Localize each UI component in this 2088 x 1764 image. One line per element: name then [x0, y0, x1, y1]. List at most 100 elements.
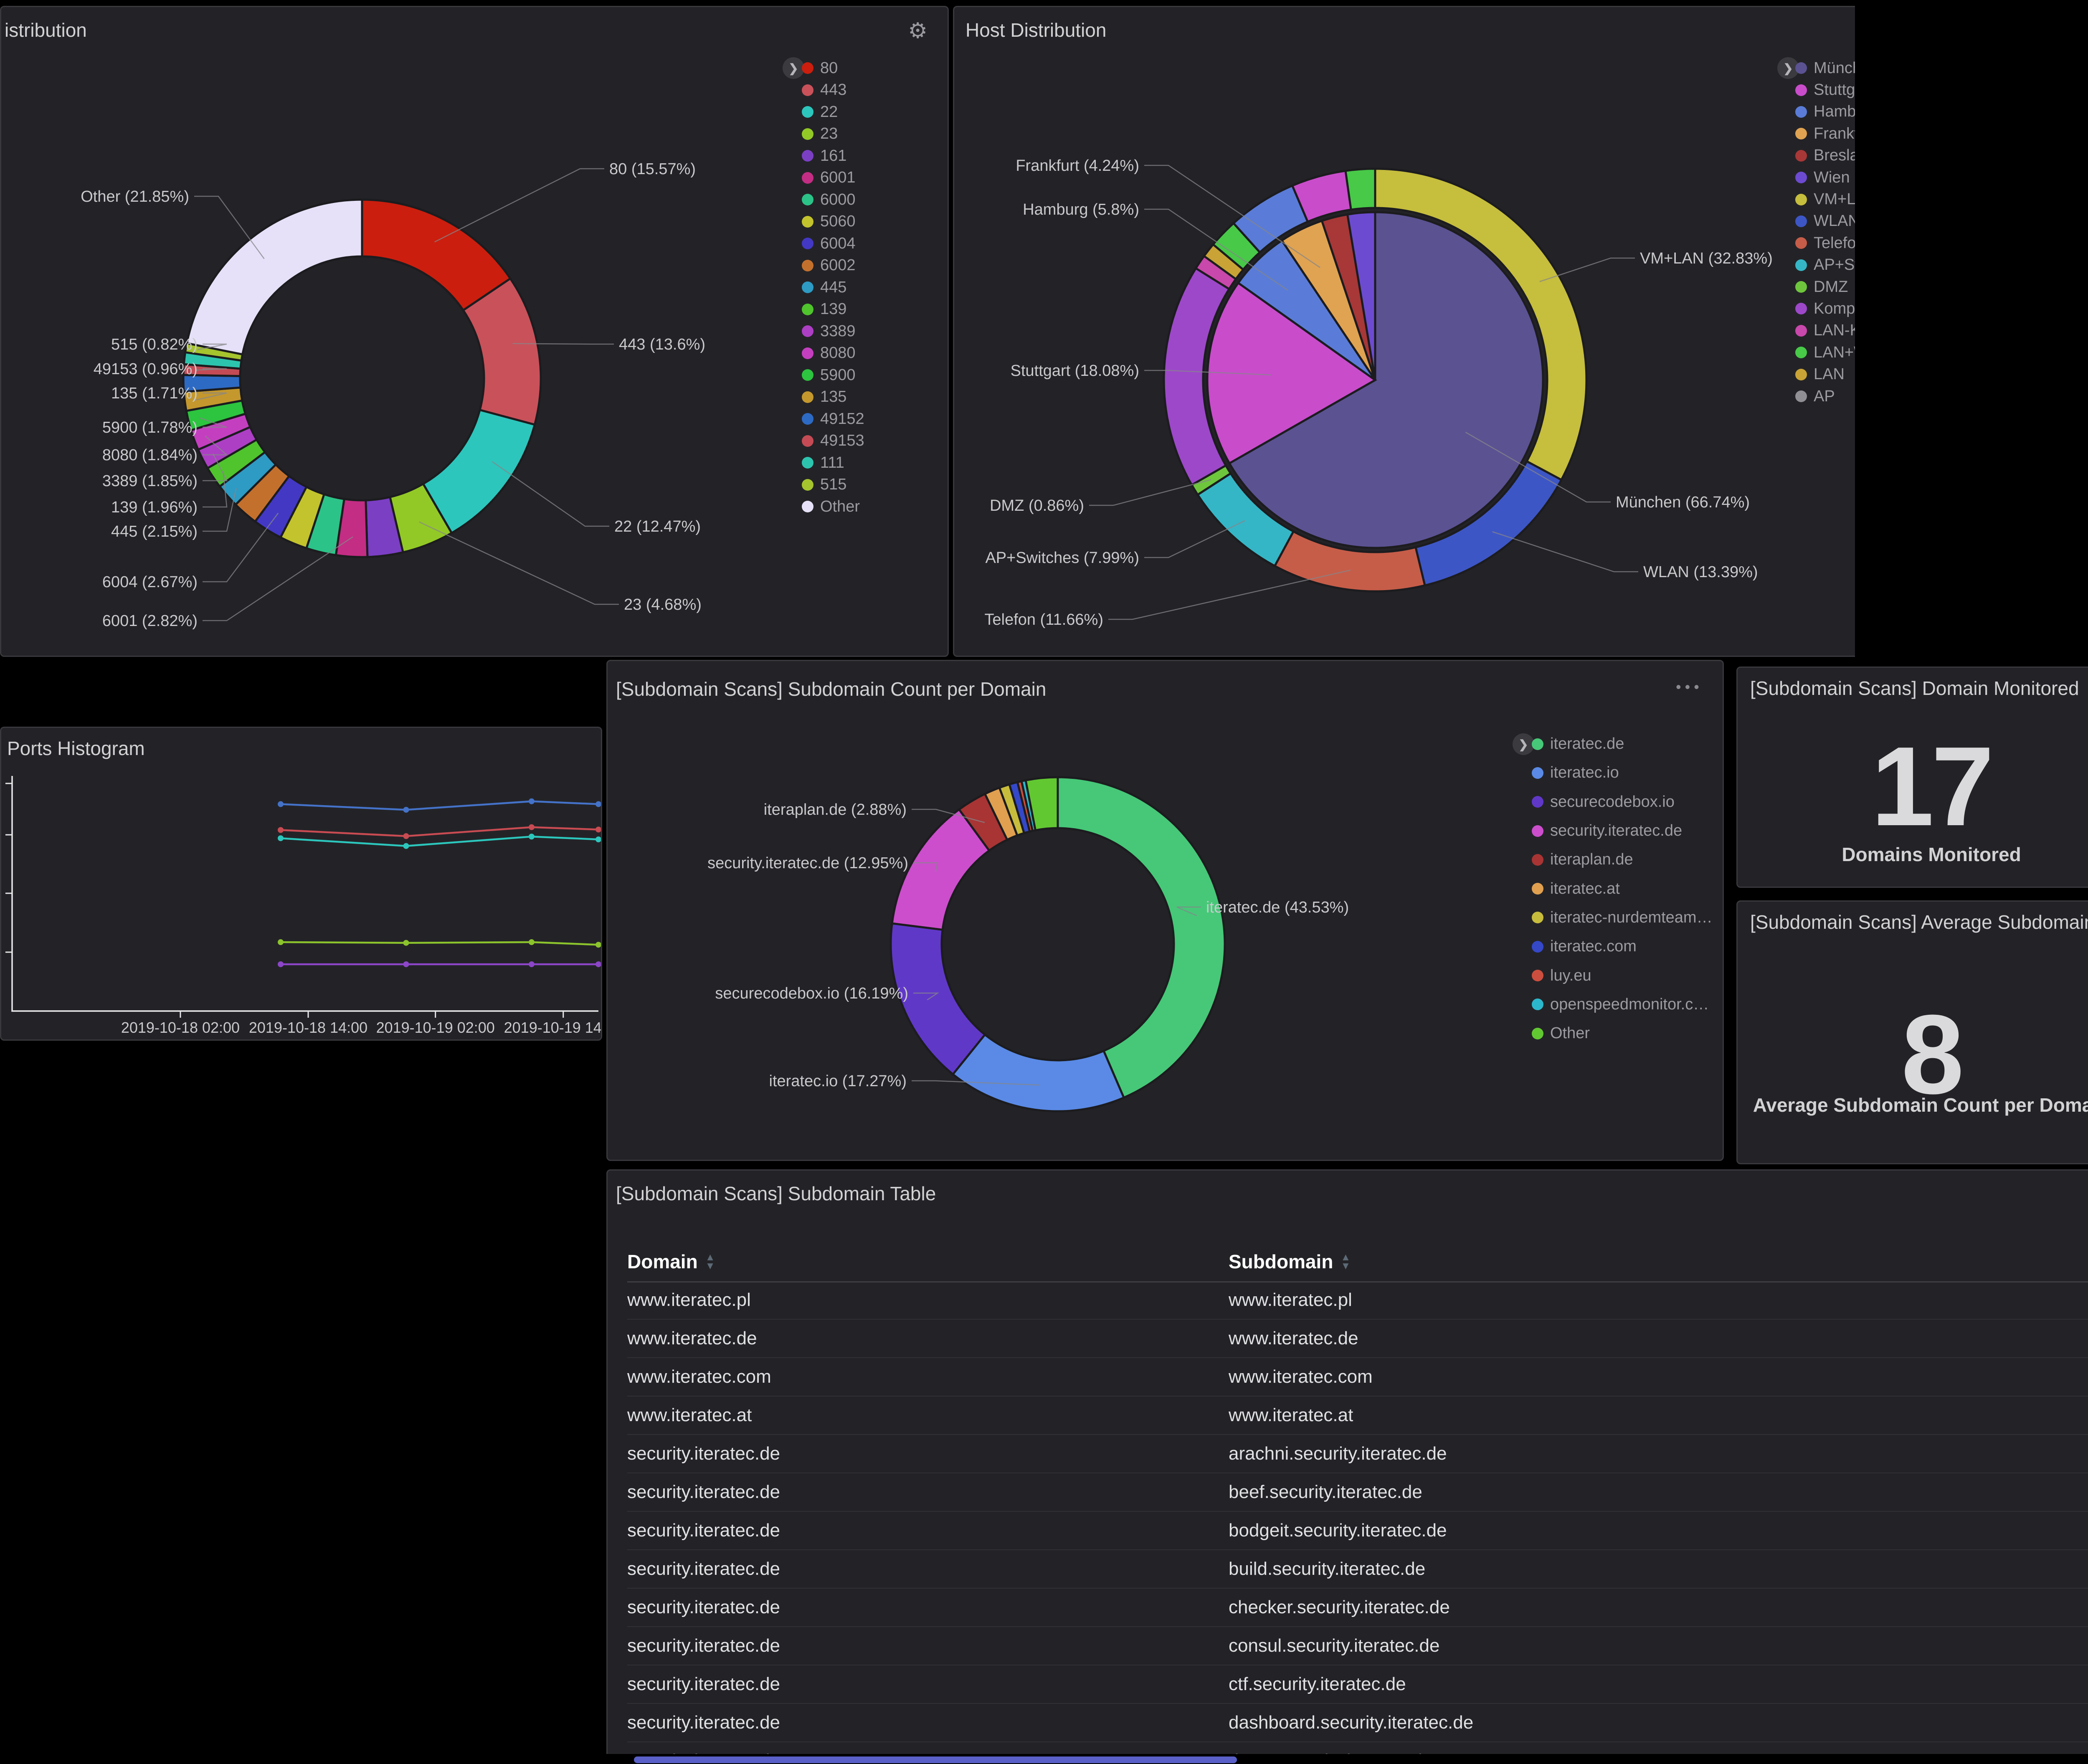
legend-dot [1532, 738, 1543, 750]
gear-icon[interactable]: ⚙ [905, 18, 930, 44]
legend-item-security.iteratec.de[interactable]: security.iteratec.de [1532, 816, 1713, 845]
legend-item-Other[interactable]: Other [802, 496, 864, 518]
subdomain-cell: checker.security.iteratec.de [1229, 1597, 1450, 1617]
callout-line [1539, 257, 1635, 282]
chart-label: iteratec.de (43.53%) [1206, 899, 1349, 916]
legend-item-iteratec.com[interactable]: iteratec.com [1532, 932, 1713, 961]
line-series-red[interactable] [280, 826, 599, 837]
callout-line [1144, 520, 1245, 558]
panel-title-subdomain-count: [Subdomain Scans] Subdomain Count per Do… [616, 678, 1047, 700]
domain-cell: security.iteratec.de [627, 1520, 780, 1541]
legend-item-Wien[interactable]: Wien [1795, 167, 1878, 188]
domain-cell: www.iteratec.de [627, 1328, 757, 1348]
legend-item-139[interactable]: 139 [802, 299, 864, 321]
legend-dot [1795, 303, 1807, 315]
legend-item-iteratec-nurdemteam…[interactable]: iteratec-nurdemteam… [1532, 903, 1713, 932]
column-header-subdomain[interactable]: Subdomain ▲ ▼ [1229, 1250, 2088, 1273]
legend-item-111[interactable]: 111 [802, 452, 864, 474]
legend-item-iteraplan.de[interactable]: iteraplan.de [1532, 845, 1713, 874]
legend-item-securecodebox.io[interactable]: securecodebox.io [1532, 788, 1713, 816]
panel-menu-icon[interactable]: ••• [1673, 678, 1705, 696]
legend-item-iteratec.io[interactable]: iteratec.io [1532, 758, 1713, 787]
domain-cell: www.iteratec.pl [627, 1290, 751, 1310]
slice-Other[interactable] [1024, 776, 1059, 832]
domain-cell: security.iteratec.de [627, 1712, 780, 1733]
legend-item-49153[interactable]: 49153 [802, 430, 864, 452]
legend-item-6004[interactable]: 6004 [802, 233, 864, 255]
slice-VM+LAN[interactable] [1374, 167, 1588, 482]
table-row: security.iteratec.de beef.security.iterat… [627, 1473, 2088, 1512]
legend-item-161[interactable]: 161 [802, 145, 864, 167]
legend-item-135[interactable]: 135 [802, 386, 864, 408]
legend-label: 161 [820, 147, 847, 165]
legend-label: 22 [820, 103, 838, 121]
legend-item-6000[interactable]: 6000 [802, 189, 864, 211]
legend-item-22[interactable]: 22 [802, 101, 864, 123]
legend-item-5900[interactable]: 5900 [802, 364, 864, 386]
legend-label: iteratec.at [1550, 879, 1620, 897]
chart-label: 139 (1.96%) [111, 499, 198, 516]
legend-item-AP[interactable]: AP [1795, 385, 1878, 407]
legend-item-LAN[interactable]: LAN [1795, 363, 1878, 385]
legend-label: 445 [820, 278, 847, 296]
legend-item-6001[interactable]: 6001 [802, 167, 864, 189]
legend-dot [802, 325, 813, 337]
legend-item-3389[interactable]: 3389 [802, 320, 864, 342]
legend-item-openspeedmonitor.c…[interactable]: openspeedmonitor.c… [1532, 990, 1713, 1019]
horizontal-scrollbar-thumb[interactable] [634, 1756, 1237, 1763]
legend-label: 5900 [820, 366, 856, 384]
legend-item-DMZ[interactable]: DMZ [1795, 276, 1878, 298]
subdomain-legend: iteratec.de iteratec.io securecodebox.io se… [1532, 730, 1713, 1048]
legend-item-WLAN[interactable]: WLAN [1795, 210, 1878, 232]
legend-item-Other[interactable]: Other [1532, 1019, 1713, 1048]
legend-dot [1795, 324, 1807, 337]
legend-item-23[interactable]: 23 [802, 123, 864, 145]
slice-Wien[interactable] [1346, 211, 1376, 380]
legend-item-6002[interactable]: 6002 [802, 255, 864, 277]
legend-item-445[interactable]: 445 [802, 276, 864, 299]
legend-dot [802, 391, 813, 403]
slice-Other[interactable] [185, 198, 363, 356]
line-series-blue[interactable] [280, 800, 599, 811]
slice-iteratec.io[interactable] [951, 1033, 1125, 1113]
chevron-right-icon[interactable]: ❯ [783, 57, 804, 79]
domain-cell: www.iteratec.com [627, 1366, 771, 1387]
legend-dot [802, 84, 813, 96]
domain-cell: security.iteratec.de [627, 1635, 780, 1656]
legend-dot [1795, 259, 1807, 271]
legend-item-iteratec.de[interactable]: iteratec.de [1532, 730, 1713, 758]
line-series-teal[interactable] [280, 836, 599, 847]
chart-label: AP+Switches (7.99%) [985, 549, 1139, 567]
legend-item-80[interactable]: 80 [802, 57, 864, 79]
chevron-right-icon[interactable]: ❯ [1513, 733, 1534, 755]
legend-label: iteratec.com [1550, 938, 1637, 956]
sort-icon[interactable]: ▲ ▼ [1340, 1251, 1351, 1272]
legend-dot [1795, 281, 1807, 293]
chart-label: VM+LAN (32.83%) [1640, 250, 1773, 267]
legend-item-5060[interactable]: 5060 [802, 211, 864, 233]
legend-item-8080[interactable]: 8080 [802, 342, 864, 365]
sort-icon[interactable]: ▲ ▼ [705, 1251, 715, 1272]
legend-label: 6002 [820, 256, 856, 274]
callout-line [913, 992, 940, 1001]
callout-line [1176, 906, 1201, 916]
slice-LAN+W-2[interactable] [1344, 167, 1376, 211]
slice-iteratec.de[interactable] [1057, 776, 1226, 1099]
table-row: security.iteratec.de ctf.security.iterate… [627, 1665, 2088, 1704]
legend-label: 49153 [820, 432, 864, 450]
callout-line [203, 436, 228, 456]
chart-label: DMZ (0.86%) [990, 497, 1084, 514]
table-row: security.iteratec.de bodgeit.security.ite… [627, 1512, 2088, 1550]
callout-line [197, 343, 227, 350]
legend-item-iteratec.at[interactable]: iteratec.at [1532, 874, 1713, 903]
legend-label: Wien [1814, 168, 1850, 186]
legend-dot [1795, 150, 1807, 162]
legend-item-luy.eu[interactable]: luy.eu [1532, 961, 1713, 990]
line-series-green[interactable] [281, 941, 599, 946]
legend-item-443[interactable]: 443 [802, 79, 864, 101]
chart-label: 6001 (2.82%) [102, 612, 198, 630]
domain-cell: security.iteratec.de [627, 1443, 780, 1464]
legend-item-49152[interactable]: 49152 [802, 408, 864, 430]
legend-item-515[interactable]: 515 [802, 474, 864, 496]
column-header-domain[interactable]: Domain ▲ ▼ [627, 1250, 1229, 1273]
